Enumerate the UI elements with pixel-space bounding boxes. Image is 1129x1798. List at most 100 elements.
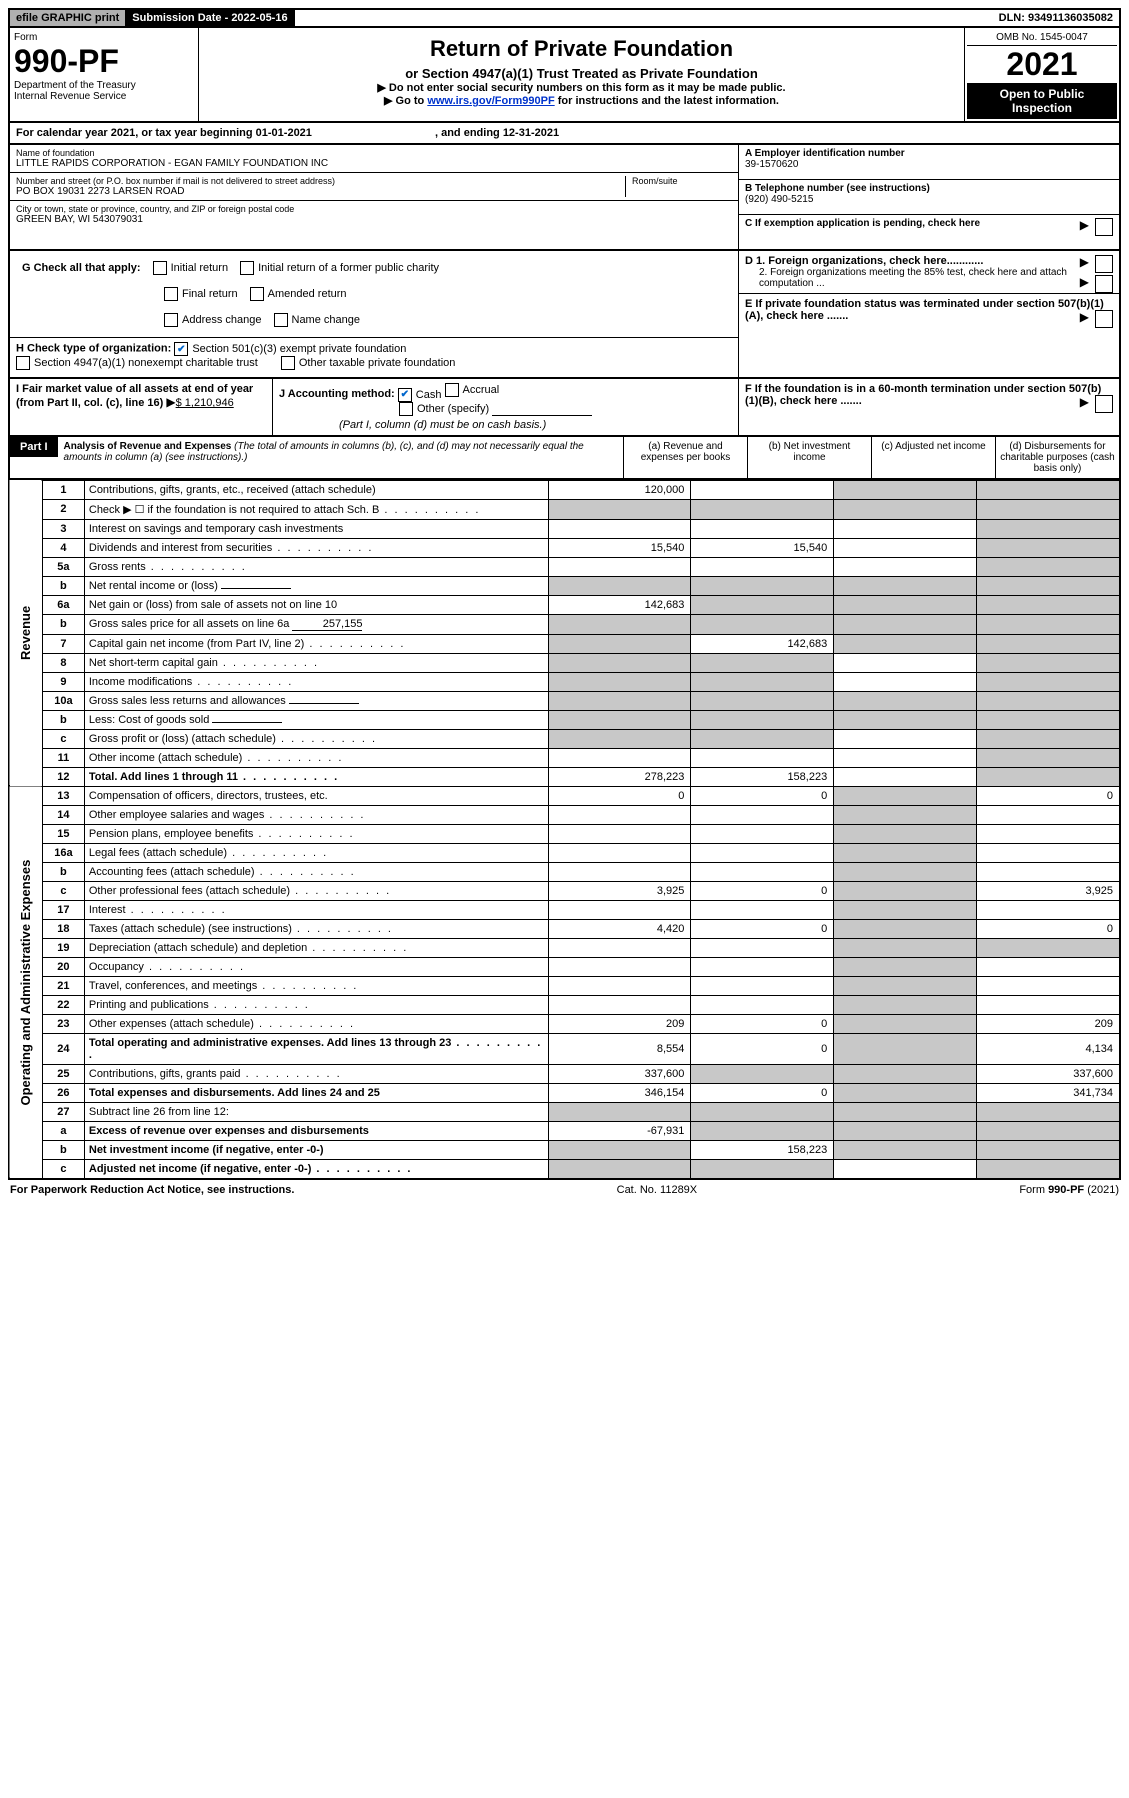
amount-cell — [691, 614, 834, 634]
amount-cell — [691, 595, 834, 614]
chk-cash[interactable]: ✔Cash — [398, 388, 442, 402]
amount-cell — [691, 805, 834, 824]
amount-cell — [548, 843, 691, 862]
amount-cell — [548, 900, 691, 919]
amount-cell — [691, 672, 834, 691]
chk-501c3[interactable]: ✔Section 501(c)(3) exempt private founda… — [174, 342, 406, 356]
d1-checkbox[interactable] — [1095, 255, 1113, 273]
chk-name[interactable]: Name change — [274, 313, 361, 327]
chk-accrual[interactable]: Accrual — [445, 383, 500, 397]
table-row: bNet rental income or (loss) — [9, 576, 1120, 595]
chk-other[interactable]: Other (specify) — [399, 402, 489, 416]
amount-cell — [691, 1159, 834, 1179]
amount-cell — [977, 519, 1120, 538]
chk-4947[interactable]: Section 4947(a)(1) nonexempt charitable … — [16, 356, 258, 370]
line-desc: Net gain or (loss) from sale of assets n… — [84, 595, 548, 614]
amount-cell — [834, 862, 977, 881]
line-number: 21 — [42, 976, 84, 995]
form-title: Return of Private Foundation — [203, 36, 960, 62]
line-number: 22 — [42, 995, 84, 1014]
line-number: 6a — [42, 595, 84, 614]
line-number: 24 — [42, 1033, 84, 1064]
line-number: 9 — [42, 672, 84, 691]
amount-cell — [834, 900, 977, 919]
line-number: 17 — [42, 900, 84, 919]
amount-cell — [691, 748, 834, 767]
line-desc: Adjusted net income (if negative, enter … — [84, 1159, 548, 1179]
line-number: a — [42, 1121, 84, 1140]
top-bar: efile GRAPHIC print Submission Date - 20… — [8, 8, 1121, 28]
chk-final[interactable]: Final return — [164, 287, 238, 301]
chk-other-tax[interactable]: Other taxable private foundation — [281, 356, 456, 370]
line-number: 25 — [42, 1064, 84, 1083]
line-desc: Less: Cost of goods sold — [84, 710, 548, 729]
amount-cell — [977, 499, 1120, 519]
line-number: c — [42, 881, 84, 900]
line-desc: Legal fees (attach schedule) — [84, 843, 548, 862]
h-row: H Check type of organization: ✔Section 5… — [10, 338, 738, 377]
amount-cell — [834, 1159, 977, 1179]
line-desc: Accounting fees (attach schedule) — [84, 862, 548, 881]
line-number: 12 — [42, 767, 84, 786]
chk-amended[interactable]: Amended return — [250, 287, 347, 301]
line-desc: Gross profit or (loss) (attach schedule) — [84, 729, 548, 748]
amount-cell — [834, 995, 977, 1014]
amount-cell — [691, 576, 834, 595]
header-mid: Return of Private Foundation or Section … — [199, 28, 964, 121]
page-footer: For Paperwork Reduction Act Notice, see … — [8, 1180, 1121, 1200]
amount-cell: 0 — [548, 786, 691, 805]
amount-cell — [977, 957, 1120, 976]
amount-cell — [834, 480, 977, 499]
amount-cell — [977, 805, 1120, 824]
table-row: 9Income modifications — [9, 672, 1120, 691]
amount-cell — [977, 1159, 1120, 1179]
amount-cell — [691, 729, 834, 748]
irs-link[interactable]: www.irs.gov/Form990PF — [427, 95, 554, 107]
chk-address[interactable]: Address change — [164, 313, 262, 327]
table-row: 15Pension plans, employee benefits — [9, 824, 1120, 843]
f-checkbox[interactable] — [1095, 395, 1113, 413]
line-desc: Contributions, gifts, grants paid — [84, 1064, 548, 1083]
amount-cell — [548, 976, 691, 995]
amount-cell — [834, 1102, 977, 1121]
amount-cell — [691, 499, 834, 519]
amount-cell — [691, 1064, 834, 1083]
line-desc: Other expenses (attach schedule) — [84, 1014, 548, 1033]
amount-cell: 158,223 — [691, 1140, 834, 1159]
table-row: aExcess of revenue over expenses and dis… — [9, 1121, 1120, 1140]
amount-cell — [834, 976, 977, 995]
amount-cell — [691, 1121, 834, 1140]
d2-checkbox[interactable] — [1095, 275, 1113, 293]
line-number: 16a — [42, 843, 84, 862]
efile-label[interactable]: efile GRAPHIC print — [10, 10, 126, 26]
phone-cell: B Telephone number (see instructions) (9… — [739, 180, 1119, 215]
table-row: 17Interest — [9, 900, 1120, 919]
line-desc: Taxes (attach schedule) (see instruction… — [84, 919, 548, 938]
line-desc: Total operating and administrative expen… — [84, 1033, 548, 1064]
e-checkbox[interactable] — [1095, 310, 1113, 328]
footer-right: Form 990-PF (2021) — [1019, 1184, 1119, 1196]
amount-cell: 0 — [691, 1083, 834, 1102]
amount-cell: 4,420 — [548, 919, 691, 938]
amount-cell: 346,154 — [548, 1083, 691, 1102]
amount-cell — [548, 557, 691, 576]
amount-cell: 142,683 — [691, 634, 834, 653]
c-checkbox[interactable] — [1095, 218, 1113, 236]
chk-initial-former[interactable]: Initial return of a former public charit… — [240, 261, 439, 275]
table-row: 20Occupancy — [9, 957, 1120, 976]
table-row: 19Depreciation (attach schedule) and dep… — [9, 938, 1120, 957]
amount-cell: 209 — [548, 1014, 691, 1033]
col-b-head: (b) Net investment income — [747, 437, 871, 478]
line-desc: Total. Add lines 1 through 11 — [84, 767, 548, 786]
amount-cell: 0 — [691, 881, 834, 900]
part1-label: Part I — [10, 437, 58, 457]
amount-cell — [834, 519, 977, 538]
amount-cell — [834, 653, 977, 672]
line-desc: Interest on savings and temporary cash i… — [84, 519, 548, 538]
part1-header-row: Part I Analysis of Revenue and Expenses … — [8, 437, 1121, 480]
amount-cell — [977, 900, 1120, 919]
chk-initial[interactable]: Initial return — [153, 261, 228, 275]
amount-cell — [977, 767, 1120, 786]
amount-cell — [691, 900, 834, 919]
amount-cell — [977, 824, 1120, 843]
